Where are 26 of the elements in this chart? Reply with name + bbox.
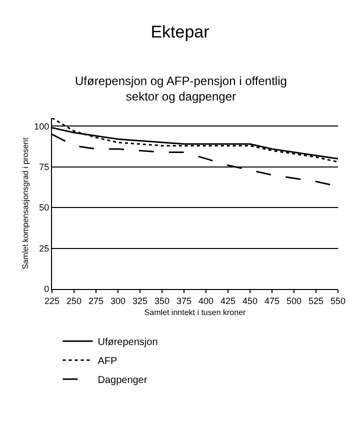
x-tick-label: 250 (66, 296, 82, 306)
y-tick-label: 25 (39, 243, 50, 254)
x-tick-label: 300 (110, 296, 126, 306)
x-tick-label: 550 (330, 296, 346, 306)
x-tick-label: 500 (286, 296, 302, 306)
y-tick-label: 100 (34, 121, 50, 132)
x-axis-title: Samlet inntekt i tusen kroner (144, 308, 246, 317)
x-tick-label: 275 (88, 296, 104, 306)
x-tick-label: 475 (264, 296, 280, 306)
y-tick-label: 50 (39, 202, 50, 213)
x-tick-label: 400 (198, 296, 214, 306)
x-tick-label: 325 (132, 296, 148, 306)
chart-subtitle: Uførepensjon og AFP-pensjon i offentlig sektor og dagpenger (75, 74, 287, 104)
x-tick-label: 425 (220, 296, 236, 306)
x-tick-label: 450 (242, 296, 258, 306)
x-tick-label: 350 (154, 296, 170, 306)
x-tick-label: 225 (44, 296, 60, 306)
legend-label: AFP (98, 356, 118, 368)
x-tick-label: 375 (176, 296, 192, 306)
y-tick-label: 75 (39, 162, 50, 172)
y-axis-title: Samlet kompensasjonsgrad i prosent (20, 136, 30, 270)
legend-label: Dagpenger (98, 375, 148, 386)
y-tick-label: 0 (44, 284, 50, 294)
x-tick-label: 525 (308, 296, 324, 306)
legend-label: Uførepensjon (98, 337, 158, 348)
chart-title: Ektepar (150, 22, 210, 42)
